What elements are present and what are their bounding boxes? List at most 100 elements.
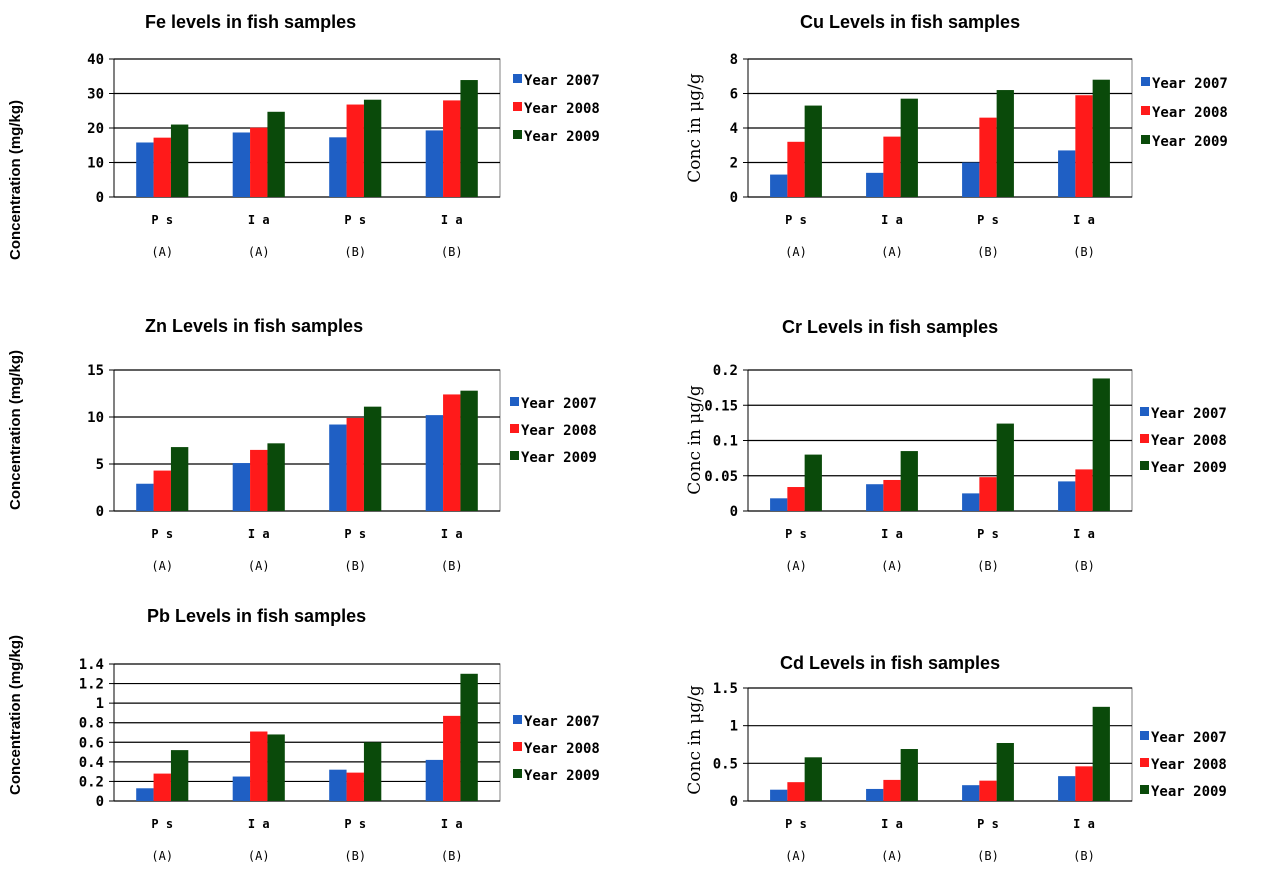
bar [267,443,285,511]
bar [1075,469,1093,511]
legend-entry: Year 2007 [524,73,600,89]
y-tick-label: 0.05 [704,469,738,485]
x-tick-label: P s [785,527,807,541]
y-axis-label: Conc in μg/g [685,385,705,495]
legend-swatch [513,742,522,751]
x-tick-sublabel: (B) [441,849,463,863]
bar [866,484,884,511]
legend-swatch [510,397,519,406]
x-tick-sublabel: (B) [344,849,366,863]
bar [250,127,268,197]
x-tick-sublabel: (B) [344,245,366,259]
x-tick-label: P s [344,527,366,541]
legend-entry: Year 2007 [1151,406,1227,422]
legend-swatch [1140,785,1149,794]
x-tick-sublabel: (A) [248,849,270,863]
legend-swatch [513,102,522,111]
chart-title: Cd Levels in fish samples [780,653,1000,673]
x-tick-label: I a [248,527,270,541]
legend-entry: Year 2008 [1152,105,1228,121]
x-tick-label: P s [977,527,999,541]
y-tick-label: 40 [87,52,104,68]
y-axis-label: Concentration (mg/kg) [7,100,24,260]
legend-entry: Year 2009 [1151,784,1227,800]
y-tick-label: 1 [730,719,738,735]
bar [363,406,382,511]
bar [787,782,805,801]
bar [996,423,1014,511]
chart-fe: Fe levels in fish samples Concentration (… [7,12,600,260]
x-tick-sublabel: (A) [785,559,807,573]
bar [425,415,444,511]
legend-swatch [513,769,522,778]
chart-title: Pb Levels in fish samples [147,606,366,626]
legend-entry: Year 2009 [521,450,597,466]
bar [787,141,805,197]
bar [770,498,788,511]
bar [443,394,461,511]
bar [329,137,347,197]
chart-cd: Cd Levels in fish samples Conc in μg/g 0 0.… [685,653,1227,863]
bar [1075,95,1093,197]
bar [153,773,171,801]
x-tick-label: P s [151,213,173,227]
bar [346,417,364,511]
bar [460,80,478,197]
bar [770,789,788,801]
bar [329,424,347,511]
bar [460,390,478,511]
legend-entry: Year 2007 [1151,730,1227,746]
chart-title: Cr Levels in fish samples [782,317,998,337]
x-tick-label: P s [344,213,366,227]
bar [170,124,189,197]
bar [979,780,997,801]
y-tick-label: 15 [87,363,104,379]
bar [1075,766,1093,801]
x-tick-sublabel: (B) [344,559,366,573]
x-tick-sublabel: (B) [977,849,999,863]
bar [363,742,382,801]
legend-entry: Year 2009 [524,129,600,145]
legend-entry: Year 2007 [1152,76,1228,92]
x-tick-label: P s [785,817,807,831]
y-tick-label: 2 [730,156,738,172]
bar [866,172,884,197]
legend-entry: Year 2008 [524,101,600,117]
legend-swatch [1140,434,1149,443]
x-tick-sublabel: (A) [151,245,173,259]
y-tick-label: 0 [96,504,104,520]
bar [1092,79,1110,197]
x-tick-label: I a [881,817,903,831]
x-tick-label: I a [441,527,463,541]
x-tick-label: I a [441,213,463,227]
chart-title: Fe levels in fish samples [145,12,356,32]
legend-swatch [1141,135,1150,144]
bar [804,454,822,511]
x-tick-sublabel: (B) [1073,245,1095,259]
x-tick-label: P s [977,213,999,227]
bar [136,142,154,197]
y-tick-label: 4 [730,121,738,137]
y-axis-label: Conc in μg/g [685,685,705,795]
chart-zn: Zn Levels in fish samples Concentration (… [7,316,597,573]
y-tick-label: 0 [730,794,738,810]
y-tick-label: 0 [96,794,104,810]
x-tick-label: P s [344,817,366,831]
legend-entry: Year 2008 [1151,757,1227,773]
x-tick-label: P s [151,817,173,831]
y-tick-label: 5 [96,457,104,473]
bar [329,769,347,801]
bar [363,99,382,197]
y-tick-label: 0.6 [79,735,104,751]
y-tick-label: 0.4 [79,755,104,771]
chart-pb: Pb Levels in fish samples Concentration (… [7,606,600,863]
y-tick-label: 1 [96,696,104,712]
bar [804,105,822,197]
legend-entry: Year 2009 [1152,134,1228,150]
bar [787,487,805,511]
legend-entry: Year 2007 [521,396,597,412]
bar [425,130,444,197]
x-tick-sublabel: (A) [881,245,903,259]
bar [346,104,364,197]
legend-swatch [513,130,522,139]
